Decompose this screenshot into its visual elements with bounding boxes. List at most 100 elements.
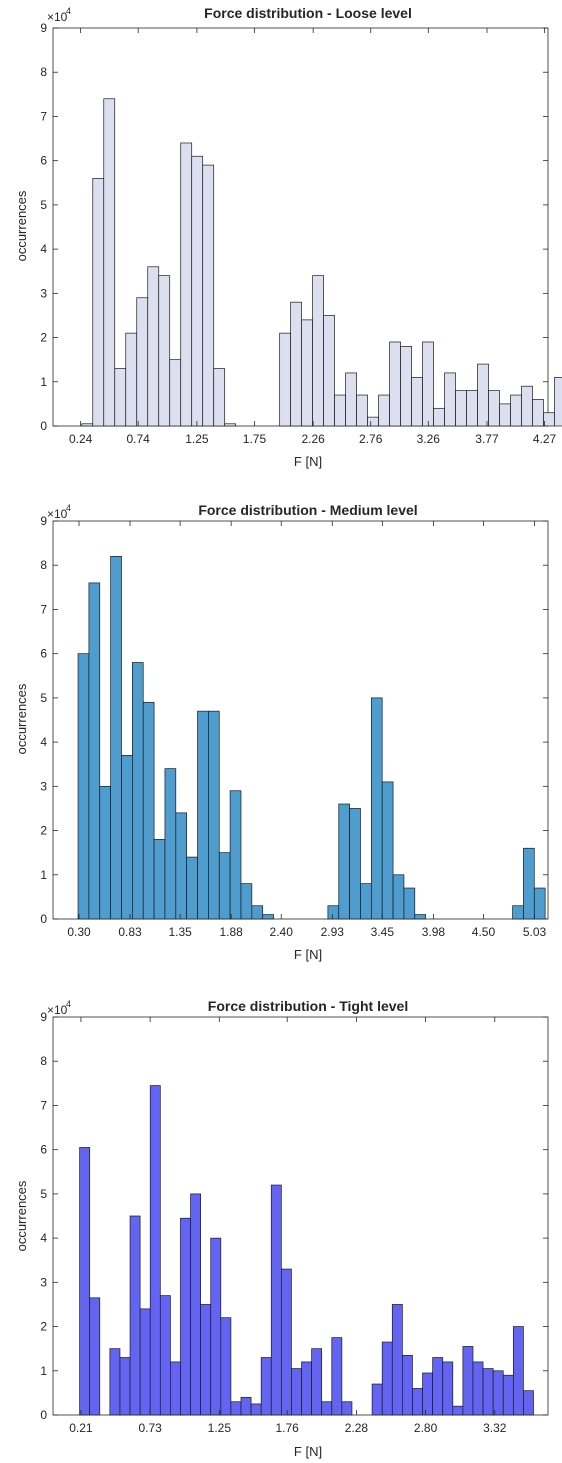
histogram-bar — [356, 394, 368, 427]
histogram-bar — [202, 164, 215, 427]
histogram-bar — [392, 874, 405, 920]
y-tick-label: 3 — [40, 1275, 47, 1289]
histogram-bar — [250, 1403, 262, 1416]
histogram-bar — [103, 98, 116, 427]
histogram-bar — [208, 710, 220, 920]
histogram-bar — [158, 275, 171, 427]
histogram-bar — [323, 315, 335, 427]
histogram-bar — [260, 1357, 272, 1416]
histogram-bar — [220, 1317, 232, 1416]
histogram-bar — [132, 662, 144, 920]
histogram-bar — [170, 1361, 181, 1416]
x-axis-label: F [N] — [294, 1444, 322, 1459]
histogram-bar — [81, 423, 94, 427]
histogram-bar — [523, 847, 535, 920]
histogram-bar — [119, 1357, 131, 1416]
histogram-bar — [554, 377, 562, 427]
histogram-bar — [452, 1405, 464, 1416]
histogram-bar — [186, 856, 198, 920]
y-tick-label: 8 — [40, 65, 47, 79]
y-exponent-power: 4 — [66, 6, 71, 16]
histogram-bar — [279, 332, 292, 427]
histogram-bar — [224, 423, 237, 427]
histogram-bar — [77, 653, 90, 920]
loose-level-chart: Force distribution - Loose level ×10 4 o… — [14, 5, 562, 469]
histogram-bar — [230, 1401, 242, 1416]
histogram-bar — [492, 1370, 504, 1416]
x-tick-label: 2.93 — [321, 925, 345, 939]
histogram-bar — [499, 403, 511, 427]
x-tick-label: 5.03 — [523, 925, 547, 939]
histogram-bar — [218, 852, 231, 920]
histogram-bar — [403, 887, 416, 920]
histogram-bar — [543, 412, 555, 427]
histogram-bar — [371, 1383, 383, 1416]
y-tick-label: 4 — [40, 1231, 47, 1245]
histogram-bar — [512, 1326, 524, 1416]
x-tick-label: 3.32 — [483, 1421, 507, 1435]
histogram-bar — [159, 1295, 171, 1416]
histogram-bar — [482, 1368, 494, 1416]
y-tick-label: 0 — [40, 1408, 47, 1422]
histogram-bar — [129, 1215, 141, 1416]
x-tick-label: 1.88 — [219, 925, 243, 939]
histogram-bar — [488, 390, 500, 427]
histogram-bar — [169, 359, 182, 427]
y-tick-label: 9 — [40, 514, 47, 528]
medium-level-chart: Force distribution - Medium level ×10 4 … — [14, 502, 549, 962]
histogram-bar — [125, 332, 138, 427]
histogram-bar — [462, 1346, 474, 1416]
histogram-bar — [338, 803, 350, 920]
y-axis-label: occurrences — [14, 683, 29, 754]
y-tick-label: 6 — [40, 647, 47, 661]
y-exponent-power: 4 — [66, 503, 71, 513]
histogram-bar — [327, 905, 340, 920]
histogram-bar — [301, 319, 313, 427]
histogram-bar — [391, 1304, 403, 1416]
histogram-bar — [99, 785, 111, 920]
y-exponent-base: ×10 — [47, 507, 68, 521]
x-tick-label: 4.50 — [472, 925, 496, 939]
x-tick-label: 3.98 — [422, 925, 446, 939]
histogram-bar — [180, 1217, 191, 1416]
histogram-bar — [251, 905, 264, 920]
histogram-bar — [367, 416, 379, 427]
y-tick-label: 5 — [40, 198, 47, 212]
histogram-bar — [341, 1401, 353, 1416]
chart-title: Force distribution - Loose level — [204, 5, 412, 21]
histogram-bar — [89, 1297, 101, 1416]
histogram-bar — [422, 1372, 433, 1416]
chart-title: Force distribution - Tight level — [208, 998, 408, 1014]
y-exponent-base: ×10 — [47, 1003, 68, 1017]
histogram-bar — [455, 390, 467, 427]
y-tick-label: 0 — [40, 912, 47, 926]
chart-title: Force distribution - Medium level — [198, 502, 417, 518]
histogram-bar — [114, 368, 127, 427]
histogram-bar — [164, 768, 177, 920]
x-tick-label: 1.76 — [276, 1421, 300, 1435]
histogram-bar — [213, 368, 226, 427]
x-axis-label: F [N] — [294, 454, 322, 469]
histogram-bar — [466, 390, 478, 427]
y-exponent-power: 4 — [66, 999, 71, 1009]
histogram-bar — [139, 1308, 151, 1416]
histogram-bar — [502, 1374, 514, 1416]
y-tick-label: 3 — [40, 779, 47, 793]
x-tick-label: 1.25 — [185, 432, 209, 446]
y-tick-label: 7 — [40, 602, 47, 616]
histogram-bar — [240, 883, 253, 920]
histogram-bar — [370, 697, 383, 920]
histogram-bar — [262, 914, 274, 920]
plot-area — [52, 1016, 549, 1416]
histogram-bar — [472, 1361, 484, 1416]
histogram-bar — [432, 1357, 444, 1416]
histogram-bar — [334, 394, 346, 427]
tight-level-chart: Force distribution - Tight level ×10 4 o… — [14, 998, 549, 1459]
histogram-bar — [280, 1268, 292, 1416]
histogram-bar — [301, 1361, 312, 1416]
histogram-bar — [270, 1184, 282, 1416]
x-tick-label: 0.30 — [67, 925, 91, 939]
x-tick-label: 0.74 — [127, 432, 151, 446]
y-tick-label: 5 — [40, 691, 47, 705]
